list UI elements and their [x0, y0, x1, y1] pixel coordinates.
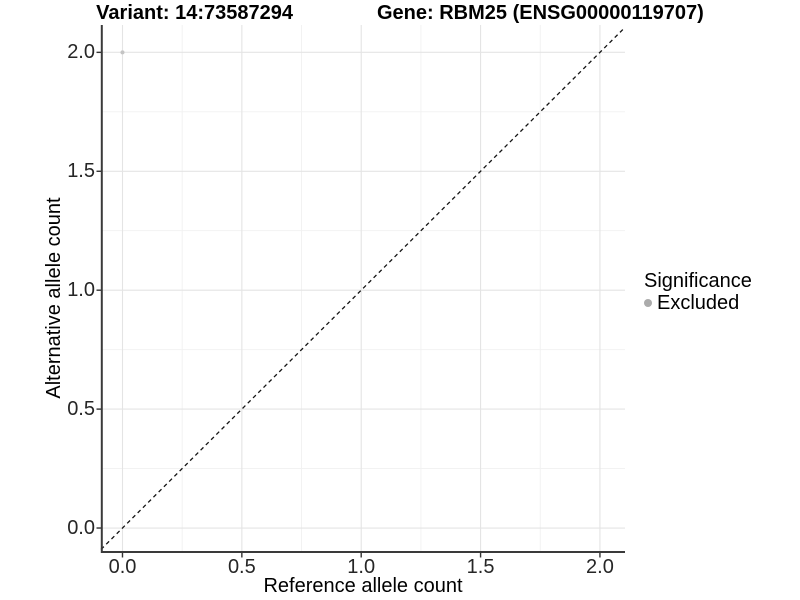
x-axis-tick-label: 0.0 [108, 556, 137, 578]
identity-reference-line [100, 26, 626, 550]
legend-item-excluded: Excluded [644, 292, 752, 314]
excluded-point-icon [644, 299, 652, 307]
plot-area [96, 25, 626, 558]
y-axis-tick-label: 1.5 [67, 160, 95, 183]
legend: Significance Excluded [644, 270, 752, 314]
gene-title: Gene: RBM25 (ENSG00000119707) [376, 2, 704, 24]
plot-title-row: Variant: 14:73587294 Gene: RBM25 (ENSG00… [0, 2, 800, 24]
x-axis-tick-label: 1.5 [466, 556, 495, 578]
plot-panel [96, 25, 626, 558]
x-axis-tick-label: 2.0 [586, 556, 614, 578]
y-axis-tick-label: 1.0 [67, 279, 95, 302]
x-axis-tick-label: 0.5 [227, 556, 256, 578]
x-axis-tick-label: 1.0 [347, 556, 376, 578]
data-point [120, 50, 125, 55]
x-axis-title: Reference allele count [263, 575, 463, 597]
legend-title: Significance [644, 270, 752, 292]
y-axis-tick-label: 0.5 [67, 398, 95, 421]
y-axis-tick-label: 0.0 [67, 517, 95, 540]
y-axis-title: Alternative allele count [43, 197, 65, 399]
variant-title: Variant: 14:73587294 [96, 2, 293, 24]
legend-item-label: Excluded [657, 292, 740, 314]
y-axis-tick-label: 2.0 [67, 41, 95, 64]
